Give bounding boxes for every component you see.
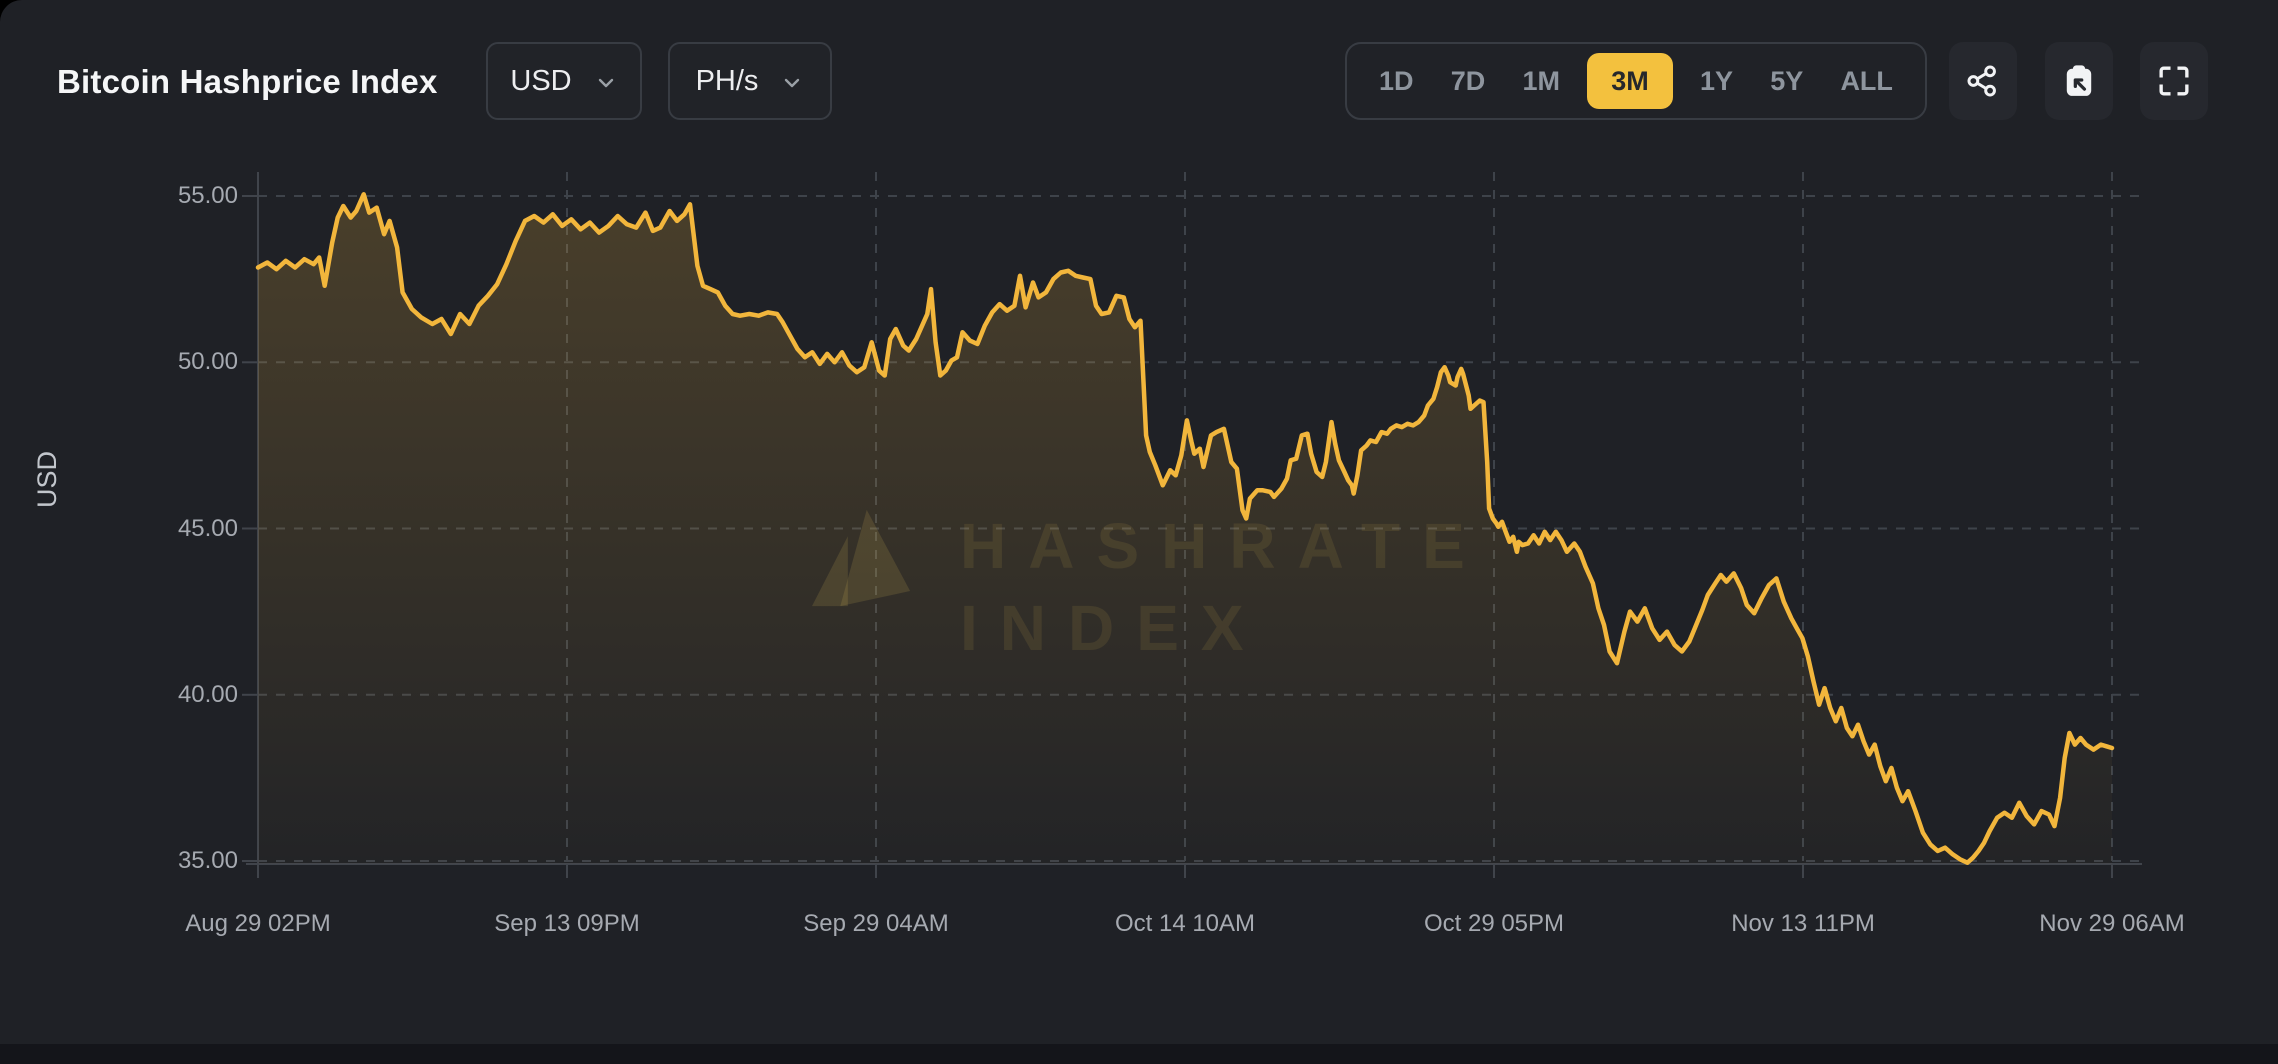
share-button[interactable] <box>1949 42 2017 120</box>
range-button-5y[interactable]: 5Y <box>1770 65 1804 96</box>
watermark-line1: HASHRATE <box>960 510 1487 582</box>
range-button-all[interactable]: ALL <box>1840 65 1893 96</box>
chevron-down-icon <box>785 78 800 87</box>
hashrate-index-watermark: HASHRATE INDEX <box>812 505 1487 669</box>
x-tick-label: Nov 13 11PM <box>1731 910 1875 937</box>
watermark-line2: INDEX <box>960 592 1266 664</box>
x-tick-label: Sep 13 09PM <box>494 910 640 937</box>
page-title: Bitcoin Hashprice Index <box>57 63 438 100</box>
range-button-3m[interactable]: 3M <box>1587 53 1673 109</box>
x-tick-label: Nov 29 06AM <box>2039 910 2185 937</box>
y-tick-label: 50.00 <box>177 348 238 376</box>
unit-dropdown[interactable]: PH/s <box>668 42 832 120</box>
x-tick-label: Aug 29 02PM <box>185 910 331 937</box>
x-tick-label: Oct 14 10AM <box>1114 910 1256 937</box>
range-button-1y[interactable]: 1Y <box>1699 65 1733 96</box>
range-button-1m[interactable]: 1M <box>1522 65 1560 96</box>
header: Bitcoin Hashprice Index USD PH/s 1D 7D 1… <box>0 0 2278 160</box>
copy-to-clipboard-button[interactable] <box>2045 42 2113 120</box>
range-button-7d[interactable]: 7D <box>1450 65 1486 96</box>
y-tick-label: 40.00 <box>177 680 238 708</box>
y-tick-label: 35.00 <box>177 847 238 874</box>
range-button-1d[interactable]: 1D <box>1379 65 1414 96</box>
clipboard-export-icon <box>2066 65 2092 96</box>
hashrate-index-logo-icon <box>812 509 911 607</box>
unit-dropdown-value: PH/s <box>695 64 759 97</box>
watermark-text: HASHRATE INDEX <box>960 505 1487 669</box>
chart-plot-area[interactable]: HASHRATE INDEX USD 55.00 50.00 45.00 40.00 3… <box>0 120 2278 1044</box>
currency-dropdown[interactable]: USD <box>486 42 642 120</box>
x-tick-label: Sep 29 04AM <box>803 910 949 937</box>
y-axis-title: USD <box>32 450 62 508</box>
chevron-down-icon <box>598 78 613 87</box>
fullscreen-icon <box>2159 66 2189 96</box>
time-range-selector: 1D 7D 1M 3M 1Y 5Y ALL <box>1345 42 1927 120</box>
share-icon <box>1967 65 1996 97</box>
y-tick-label: 55.00 <box>177 182 238 209</box>
x-tick-label: Oct 29 05PM <box>1423 910 1565 937</box>
footer-bar <box>0 1044 2278 1064</box>
y-tick-label: 45.00 <box>177 514 238 542</box>
currency-dropdown-value: USD <box>510 64 572 97</box>
fullscreen-button[interactable] <box>2140 42 2208 120</box>
